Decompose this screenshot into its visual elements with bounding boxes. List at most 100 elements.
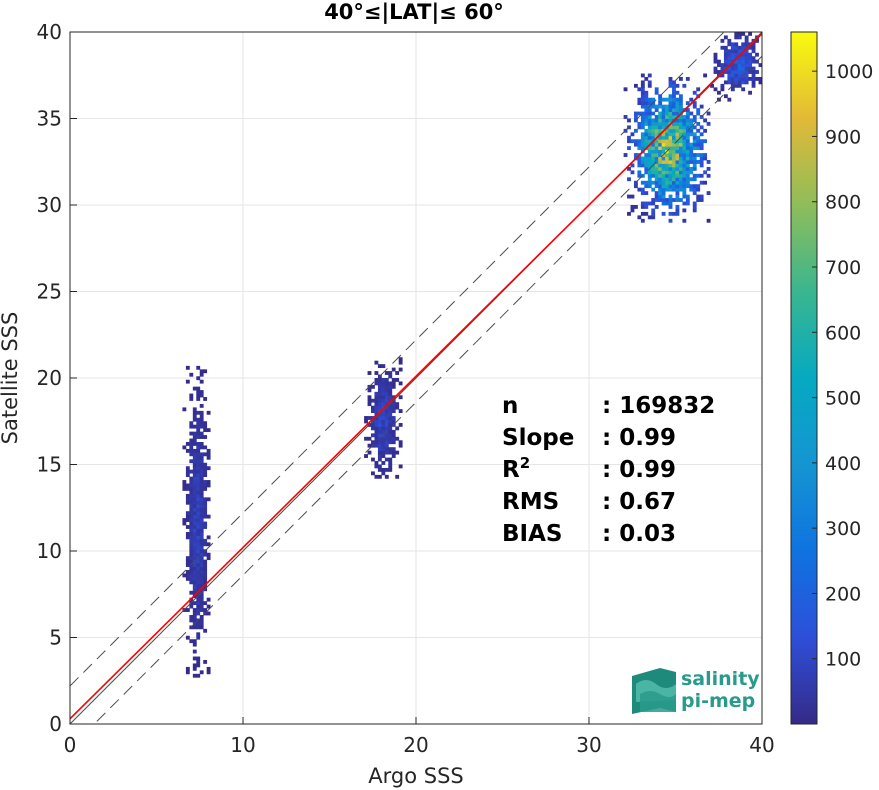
density-cell	[364, 416, 368, 420]
density-cell	[192, 480, 197, 484]
density-cell	[730, 49, 735, 54]
density-cell	[675, 97, 680, 102]
density-cell	[668, 104, 673, 109]
y-tick-label: 35	[37, 107, 62, 131]
density-cell	[668, 187, 673, 192]
density-cell	[196, 632, 201, 637]
density-cell	[192, 590, 197, 595]
density-cell	[196, 428, 201, 433]
density-cell	[685, 194, 690, 199]
density-cell	[203, 576, 208, 581]
density-cell	[682, 139, 687, 144]
density-cell	[640, 163, 645, 168]
density-cell	[654, 128, 659, 133]
density-cell	[744, 80, 749, 85]
density-cell	[692, 125, 697, 130]
density-cell	[206, 611, 211, 616]
density-cell	[199, 535, 204, 540]
density-cell	[192, 535, 197, 540]
density-cell	[665, 170, 669, 175]
density-cell	[734, 66, 739, 71]
density-cell	[192, 556, 197, 561]
density-cell	[730, 66, 735, 71]
density-cell	[717, 59, 721, 64]
density-cell	[384, 457, 389, 462]
density-cell	[189, 535, 194, 540]
density-cell	[384, 416, 389, 420]
density-cell	[192, 642, 197, 647]
density-cell	[640, 146, 645, 151]
density-cell	[706, 160, 711, 164]
density-cell	[630, 205, 635, 209]
density-cell	[758, 76, 762, 81]
density-cell	[713, 87, 718, 92]
density-cell	[654, 153, 659, 157]
density-cell	[374, 429, 379, 434]
density-cell	[685, 170, 690, 175]
density-cell	[192, 663, 197, 668]
density-cell	[665, 180, 669, 185]
density-cell	[377, 405, 382, 410]
density-cell	[647, 101, 652, 106]
density-cell	[199, 466, 204, 471]
density-cell	[199, 608, 204, 612]
density-cell	[196, 521, 201, 526]
density-cell	[685, 177, 690, 182]
density-cell	[206, 556, 211, 561]
density-cell	[678, 108, 683, 112]
density-cell	[192, 570, 197, 574]
density-cell	[203, 424, 208, 429]
density-cell	[640, 94, 645, 99]
density-cell	[384, 433, 389, 438]
density-cell	[388, 405, 393, 410]
density-cell	[678, 94, 683, 99]
density-cell	[668, 118, 673, 123]
density-cell	[699, 194, 704, 199]
density-cell	[692, 132, 697, 137]
density-cell	[689, 146, 694, 151]
density-cell	[182, 445, 187, 450]
density-cell	[692, 187, 697, 192]
density-cell	[203, 469, 208, 474]
density-cell	[189, 445, 194, 450]
density-cell	[388, 461, 393, 465]
density-cell	[647, 83, 652, 88]
density-cell	[395, 371, 400, 375]
density-cell	[192, 552, 197, 557]
density-cell	[654, 90, 659, 95]
density-cell	[203, 563, 208, 567]
density-cell	[633, 128, 638, 133]
colorbar-tick-label: 700	[825, 257, 861, 279]
density-cell	[661, 201, 666, 206]
density-cell	[685, 125, 690, 130]
density-cell	[630, 170, 635, 175]
density-cell	[744, 56, 749, 61]
density-cell	[661, 149, 666, 154]
density-cell	[699, 163, 704, 168]
density-cell	[661, 198, 666, 202]
density-cell	[661, 191, 666, 196]
density-cell	[189, 531, 194, 536]
density-cell	[744, 63, 749, 67]
x-tick-label: 30	[576, 733, 601, 757]
density-cell	[678, 184, 683, 189]
stat-value: : 0.99	[602, 457, 676, 483]
density-cell	[189, 438, 194, 443]
density-cell	[374, 474, 379, 479]
density-cell	[192, 442, 197, 446]
density-cell	[661, 125, 666, 130]
density-cell	[391, 378, 396, 382]
density-cell	[654, 166, 659, 171]
density-cell	[651, 215, 656, 220]
density-cell	[196, 659, 201, 664]
density-cell	[685, 121, 690, 126]
density-cell	[672, 198, 676, 202]
density-cell	[675, 173, 680, 178]
density-cell	[751, 83, 756, 88]
density-cell	[696, 194, 701, 199]
density-cell	[374, 391, 379, 396]
density-cell	[723, 45, 728, 50]
density-cell	[689, 118, 694, 123]
density-cell	[658, 166, 663, 171]
density-cell	[374, 378, 379, 382]
